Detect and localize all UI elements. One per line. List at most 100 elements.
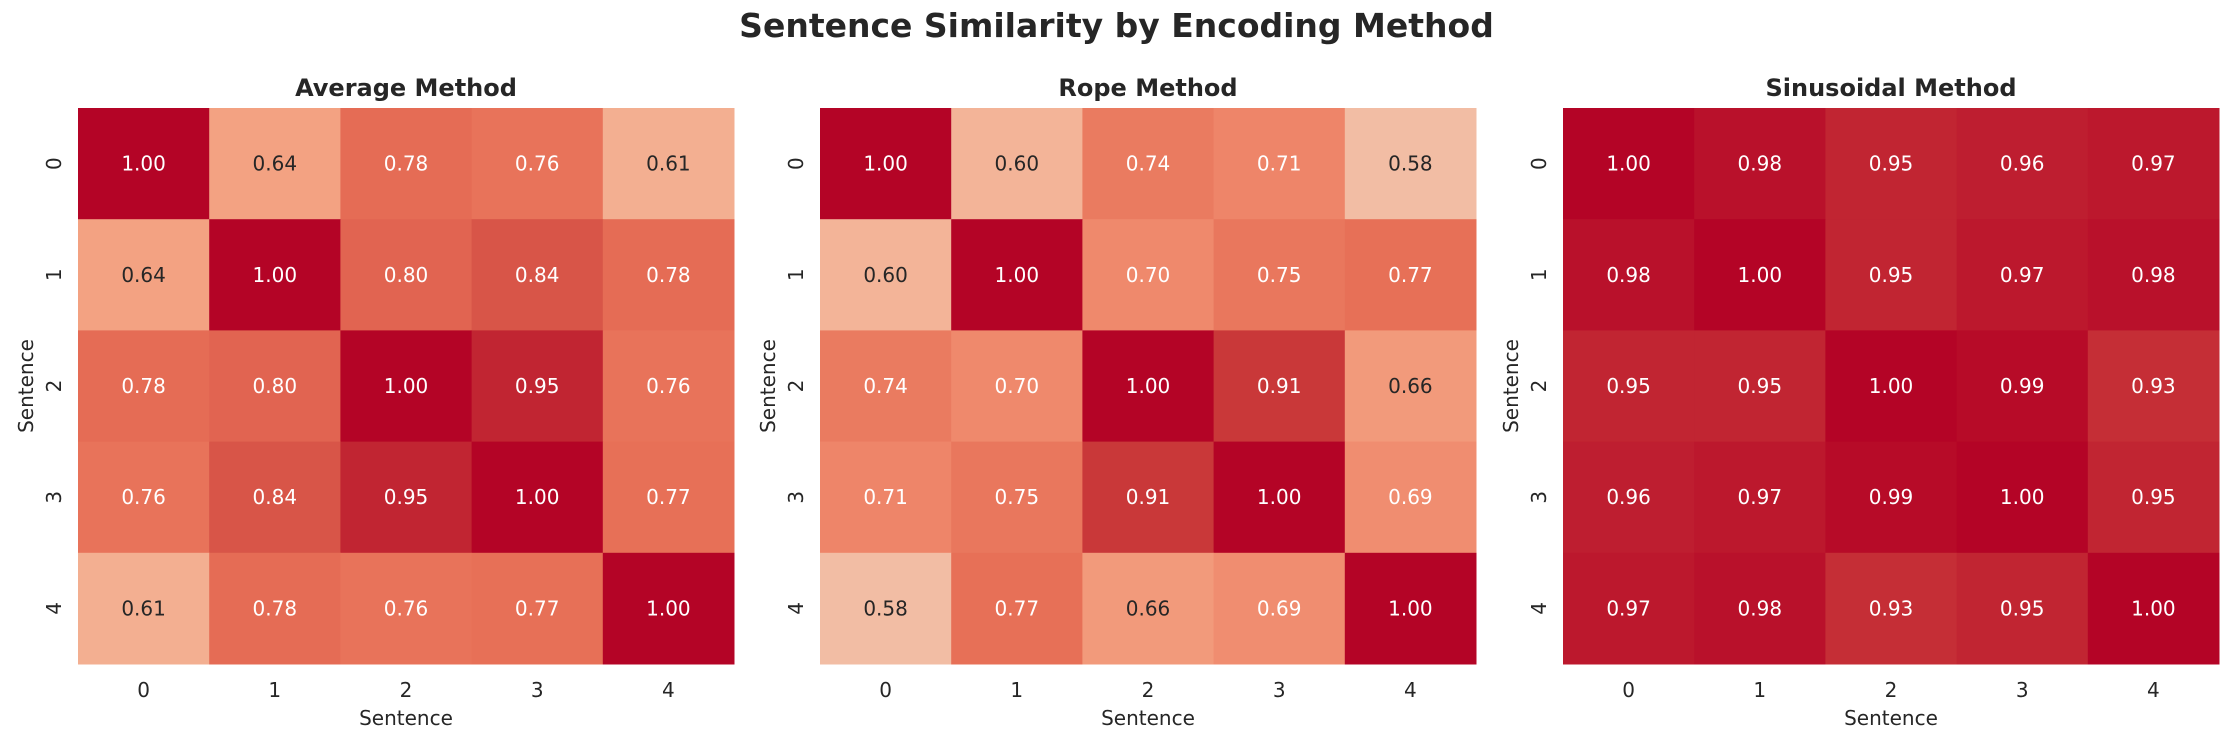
y-tick-label: 4 bbox=[784, 602, 808, 615]
heatmap-cell bbox=[1694, 219, 1826, 331]
cell-value-label: 1.00 bbox=[2000, 485, 2045, 509]
cell-value-label: 0.98 bbox=[1606, 263, 1651, 287]
heatmap-cell bbox=[1344, 441, 1477, 554]
cell-value-label: 0.66 bbox=[1126, 596, 1171, 620]
heatmap-cell bbox=[602, 219, 735, 331]
cell-value-label: 1.00 bbox=[121, 152, 166, 176]
cell-value-label: 0.58 bbox=[1388, 152, 1433, 176]
heatmap-cell bbox=[209, 441, 341, 554]
heatmap-cell bbox=[951, 330, 1083, 443]
x-tick-label: 0 bbox=[137, 678, 150, 702]
cell-value-label: 0.91 bbox=[1126, 485, 1171, 509]
cell-value-label: 0.75 bbox=[1257, 263, 1302, 287]
heatmap-cell bbox=[1825, 552, 1958, 665]
heatmap-cell bbox=[1956, 552, 2089, 665]
heatmap-cell bbox=[1082, 219, 1215, 331]
cell-value-label: 1.00 bbox=[1869, 374, 1914, 398]
cell-value-label: 1.00 bbox=[2131, 596, 2176, 620]
heatmap-cell bbox=[820, 219, 952, 331]
x-tick-label: 1 bbox=[1010, 678, 1023, 702]
heatmap-cell bbox=[1956, 330, 2089, 443]
y-tick-label: 3 bbox=[1527, 491, 1551, 504]
heatmap-cell bbox=[951, 219, 1083, 331]
heatmap-cell bbox=[1213, 108, 1346, 220]
y-tick-label: 1 bbox=[784, 268, 808, 281]
cell-value-label: 1.00 bbox=[1738, 263, 1783, 287]
cell-value-label: 0.95 bbox=[1738, 374, 1783, 398]
x-axis-label: Sentence bbox=[1101, 706, 1195, 730]
heatmap-cell bbox=[1825, 219, 1958, 331]
heatmap-cell bbox=[340, 330, 473, 443]
cell-value-label: 0.95 bbox=[384, 485, 429, 509]
cell-value-label: 0.76 bbox=[384, 596, 429, 620]
heatmap-cell bbox=[209, 219, 341, 331]
x-tick-label: 3 bbox=[531, 678, 544, 702]
cell-value-label: 0.70 bbox=[995, 374, 1040, 398]
cell-value-label: 0.69 bbox=[1257, 596, 1302, 620]
heatmap-cell bbox=[1956, 219, 2089, 331]
heatmap-cell bbox=[1694, 108, 1826, 220]
heatmap-cell bbox=[78, 330, 210, 443]
cell-value-label: 0.71 bbox=[863, 485, 908, 509]
heatmap-cell bbox=[471, 108, 604, 220]
cell-value-label: 0.77 bbox=[646, 485, 691, 509]
cell-value-label: 0.69 bbox=[1388, 485, 1433, 509]
heatmap-cell bbox=[209, 330, 341, 443]
heatmap-cell bbox=[471, 552, 604, 665]
cell-value-label: 1.00 bbox=[384, 374, 429, 398]
cell-value-label: 0.71 bbox=[1257, 152, 1302, 176]
cell-value-label: 0.74 bbox=[1126, 152, 1171, 176]
cell-value-label: 0.96 bbox=[2000, 152, 2045, 176]
heatmap-cell bbox=[1563, 330, 1695, 443]
heatmap-cell bbox=[209, 552, 341, 665]
heatmap-cell bbox=[78, 441, 210, 554]
y-axis-label: Sentence bbox=[14, 339, 38, 433]
heatmap-cell bbox=[2087, 441, 2220, 554]
heatmap-cell bbox=[1694, 552, 1826, 665]
heatmap-cell bbox=[1082, 108, 1215, 220]
cell-value-label: 0.64 bbox=[253, 152, 298, 176]
y-tick-label: 3 bbox=[42, 491, 66, 504]
cell-value-label: 0.77 bbox=[515, 596, 560, 620]
heatmap-cell bbox=[340, 108, 473, 220]
cell-value-label: 0.97 bbox=[1606, 596, 1651, 620]
cell-value-label: 0.93 bbox=[1869, 596, 1914, 620]
cell-value-label: 0.78 bbox=[646, 263, 691, 287]
heatmap-cell bbox=[820, 552, 952, 665]
heatmap-cell bbox=[1082, 330, 1215, 443]
cell-value-label: 0.76 bbox=[515, 152, 560, 176]
y-tick-label: 1 bbox=[42, 268, 66, 281]
heatmap-cell bbox=[1082, 441, 1215, 554]
y-tick-label: 2 bbox=[42, 380, 66, 393]
heatmap-cell bbox=[1082, 552, 1215, 665]
heatmap-cell bbox=[471, 219, 604, 331]
heatmap-cell bbox=[602, 108, 735, 220]
cell-value-label: 0.64 bbox=[121, 263, 166, 287]
cell-value-label: 0.76 bbox=[646, 374, 691, 398]
heatmap-cell bbox=[2087, 219, 2220, 331]
heatmap-cell bbox=[209, 108, 341, 220]
cell-value-label: 0.58 bbox=[863, 596, 908, 620]
x-axis-label: Sentence bbox=[1844, 706, 1938, 730]
y-tick-label: 4 bbox=[42, 602, 66, 615]
cell-value-label: 0.80 bbox=[384, 263, 429, 287]
heatmap-cell bbox=[1694, 330, 1826, 443]
heatmap-cell bbox=[820, 108, 952, 220]
cell-value-label: 0.76 bbox=[121, 485, 166, 509]
cell-value-label: 0.93 bbox=[2131, 374, 2176, 398]
cell-value-label: 1.00 bbox=[1388, 596, 1433, 620]
cell-value-label: 0.91 bbox=[1257, 374, 1302, 398]
heatmap-panel-0: 1.00 0.64 0.78 0.76 0.61 0.64 1.00 0.80 0.84 0.78… bbox=[14, 74, 735, 730]
cell-value-label: 0.60 bbox=[863, 263, 908, 287]
x-tick-label: 4 bbox=[1404, 678, 1417, 702]
x-tick-label: 4 bbox=[2147, 678, 2160, 702]
cell-value-label: 0.95 bbox=[1869, 263, 1914, 287]
heatmap-cell bbox=[340, 552, 473, 665]
cell-value-label: 0.61 bbox=[121, 596, 166, 620]
heatmap-cell bbox=[1825, 330, 1958, 443]
heatmap-cell bbox=[1563, 441, 1695, 554]
cell-value-label: 0.95 bbox=[515, 374, 560, 398]
x-tick-label: 2 bbox=[1142, 678, 1155, 702]
cell-value-label: 1.00 bbox=[1126, 374, 1171, 398]
heatmap-cell bbox=[1344, 108, 1477, 220]
